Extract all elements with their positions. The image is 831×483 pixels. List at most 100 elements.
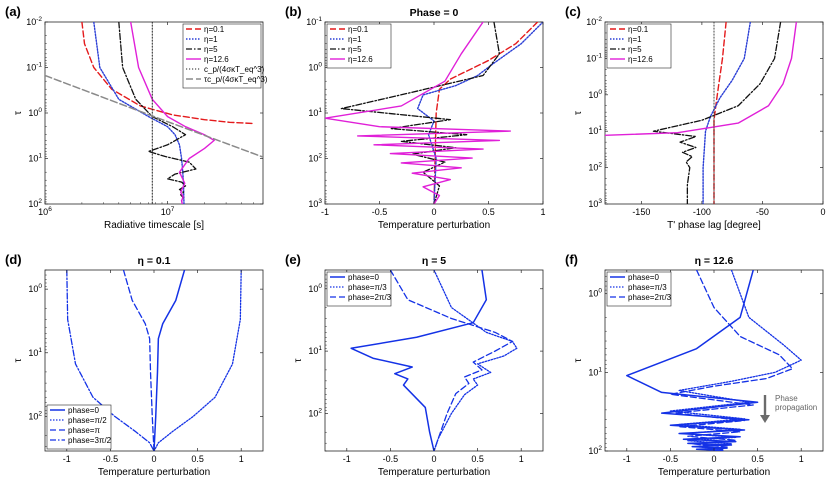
x-tick-label: 0 — [431, 207, 436, 217]
y-tick-base: 10 — [308, 63, 318, 73]
y-tick-label: 100 — [588, 288, 602, 299]
y-tick-label: 10-1 — [26, 62, 42, 73]
y-tick-exponent: 1 — [318, 345, 322, 352]
panel-label: (f) — [565, 252, 578, 267]
series-line-d-2 — [122, 270, 155, 451]
legend-entry-a-5: τc_p/(4σκT_eq^3) — [204, 75, 268, 84]
y-tick-base: 10 — [308, 154, 318, 164]
legend-box — [326, 271, 392, 307]
series-line-b-3 — [325, 22, 511, 204]
x-tick-label: -50 — [756, 207, 769, 217]
series-line-a-0 — [81, 22, 254, 125]
series-group-f — [626, 270, 802, 451]
x-tick-base: 10 — [161, 207, 171, 217]
x-tick-label: -0.5 — [103, 454, 119, 464]
y-tick-base: 10 — [28, 154, 38, 164]
annotation-text: propagation — [775, 403, 817, 412]
y-tick-exponent: 0 — [598, 288, 602, 295]
y-tick-exponent: 3 — [318, 198, 322, 205]
x-tick-label: -0.5 — [383, 454, 399, 464]
series-line-e-2 — [389, 270, 514, 451]
y-tick-base: 10 — [588, 446, 598, 456]
y-tick-label: 103 — [308, 198, 322, 209]
x-tick-label: 1 — [540, 207, 545, 217]
y-axis-label: τ — [13, 358, 24, 362]
series-line-c-2 — [652, 22, 782, 204]
y-tick-exponent: 0 — [38, 283, 42, 290]
x-tick-label: 106 — [38, 206, 52, 217]
legend-box — [46, 404, 112, 450]
series-line-a-5 — [45, 74, 263, 158]
legend-entry-d-0: phase=0 — [68, 406, 99, 415]
y-tick-base: 10 — [28, 199, 38, 209]
legend-box — [182, 23, 262, 89]
legend-c: η=0.1η=1η=5η=12.6 — [606, 23, 672, 69]
legend-entry-f-1: phase=π/3 — [628, 283, 667, 292]
y-tick-label: 102 — [308, 407, 322, 418]
legend-entry-e-1: phase=π/3 — [348, 283, 387, 292]
y-tick-label: 101 — [308, 107, 322, 118]
panel-label: (c) — [565, 4, 581, 19]
y-tick-base: 10 — [588, 126, 598, 136]
y-tick-label: 10-1 — [586, 52, 602, 63]
y-tick-base: 10 — [308, 199, 318, 209]
legend-entry-c-2: η=5 — [628, 45, 642, 54]
x-axis-label: Temperature perturbation — [658, 467, 770, 478]
x-tick-label: -1 — [321, 207, 329, 217]
x-tick-label: 0.5 — [471, 454, 484, 464]
y-tick-label: 100 — [588, 89, 602, 100]
x-axis-label: T' phase lag [degree] — [667, 220, 761, 231]
panel-title: Phase = 0 — [410, 7, 459, 19]
y-tick-exponent: -1 — [596, 52, 602, 59]
x-axis-label: Temperature perturbation — [378, 467, 490, 478]
legend-entry-c-1: η=1 — [628, 35, 642, 44]
y-tick-exponent: -1 — [316, 16, 322, 23]
y-tick-exponent: 1 — [598, 366, 602, 373]
panel-label: (e) — [285, 252, 301, 267]
x-tick-label: -100 — [693, 207, 711, 217]
x-tick-label: 0 — [711, 454, 716, 464]
legend-entry-d-3: phase=3π/2 — [68, 436, 112, 445]
y-tick-exponent: 1 — [38, 153, 42, 160]
y-tick-exponent: 2 — [318, 153, 322, 160]
y-tick-exponent: 2 — [598, 445, 602, 452]
series-group-b — [325, 22, 543, 204]
y-tick-label: 101 — [588, 366, 602, 377]
legend-entry-a-2: η=5 — [204, 45, 218, 54]
legend-a: η=0.1η=1η=5η=12.6c_p/(4σκT_eq^3)τc_p/(4σ… — [182, 23, 268, 89]
y-tick-label: 100 — [28, 107, 42, 118]
y-tick-base: 10 — [28, 348, 38, 358]
y-tick-base: 10 — [588, 163, 598, 173]
y-tick-exponent: 1 — [318, 107, 322, 114]
legend-entry-b-2: η=5 — [348, 45, 362, 54]
y-tick-base: 10 — [26, 17, 36, 27]
x-axis-label: Temperature perturbation — [98, 467, 210, 478]
legend-box — [606, 23, 672, 69]
legend-entry-b-1: η=1 — [348, 35, 362, 44]
y-tick-base: 10 — [308, 108, 318, 118]
y-tick-base: 10 — [588, 367, 598, 377]
x-tick-label: 1 — [799, 454, 804, 464]
series-group-e — [350, 270, 518, 451]
legend-entry-b-0: η=0.1 — [348, 25, 369, 34]
y-tick-label: 102 — [28, 410, 42, 421]
x-tick-label: 0.5 — [751, 454, 764, 464]
y-tick-exponent: 1 — [598, 125, 602, 132]
y-tick-exponent: 0 — [38, 107, 42, 114]
series-group-c — [605, 22, 798, 204]
legend-entry-c-0: η=0.1 — [628, 25, 649, 34]
y-tick-label: 101 — [588, 125, 602, 136]
y-axis-label: τ — [293, 358, 304, 362]
x-tick-label: -1 — [63, 454, 71, 464]
y-tick-exponent: 2 — [598, 162, 602, 169]
series-line-f-1 — [669, 270, 802, 451]
x-tick-label: 0.5 — [191, 454, 204, 464]
arrow-down-icon — [760, 415, 770, 423]
y-tick-base: 10 — [28, 108, 38, 118]
y-tick-exponent: 0 — [318, 62, 322, 69]
legend-entry-c-3: η=12.6 — [628, 55, 653, 64]
series-line-a-3 — [129, 22, 215, 204]
